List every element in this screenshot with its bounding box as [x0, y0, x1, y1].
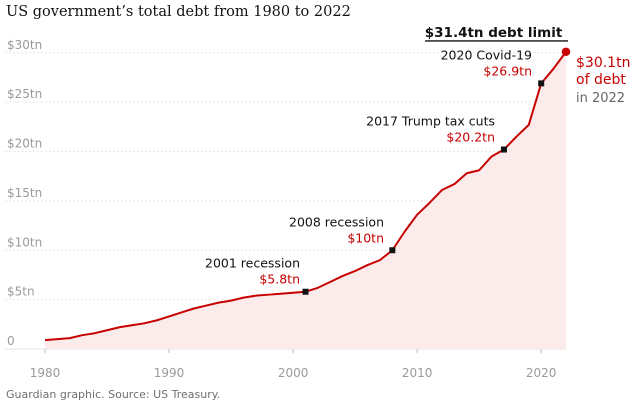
- event-marker: [500, 146, 507, 153]
- y-tick-label: $5tn: [7, 285, 35, 299]
- event-label: 2020 Covid-19: [441, 47, 532, 62]
- x-tick-label: 1980: [30, 366, 61, 380]
- x-tick-label: 2020: [526, 366, 557, 380]
- y-tick-label: 0: [7, 334, 15, 348]
- endpoint-year: in 2022: [576, 91, 625, 106]
- y-tick-label: $10tn: [7, 235, 42, 249]
- endpoint-caption: of debt: [576, 72, 626, 88]
- event-label: 2017 Trump tax cuts: [366, 114, 495, 129]
- event-label: 2001 recession: [205, 256, 300, 271]
- event-value: $10tn: [347, 230, 384, 245]
- debt-limit-label: $31.4tn debt limit: [425, 25, 563, 41]
- x-tick-label: 2010: [402, 366, 433, 380]
- event-label: 2008 recession: [289, 214, 384, 229]
- x-tick-label: 1990: [154, 366, 185, 380]
- chart-title: US government’s total debt from 1980 to …: [6, 4, 351, 20]
- event-value: $5.8tn: [259, 272, 300, 287]
- event-value: $20.2tn: [446, 130, 495, 145]
- event-value: $26.9tn: [483, 63, 532, 78]
- endpoint-value: $30.1tn: [576, 55, 630, 71]
- chart-source: Guardian graphic. Source: US Treasury.: [6, 388, 221, 401]
- y-tick-label: $30tn: [7, 38, 42, 52]
- y-tick-label: $25tn: [7, 87, 42, 101]
- event-marker: [389, 247, 396, 254]
- y-tick-label: $20tn: [7, 137, 42, 151]
- event-marker: [302, 288, 309, 295]
- event-marker: [538, 80, 545, 87]
- endpoint-marker: [561, 47, 571, 56]
- y-tick-label: $15tn: [7, 186, 42, 200]
- x-tick-label: 2000: [278, 366, 309, 380]
- debt-area: [45, 51, 566, 349]
